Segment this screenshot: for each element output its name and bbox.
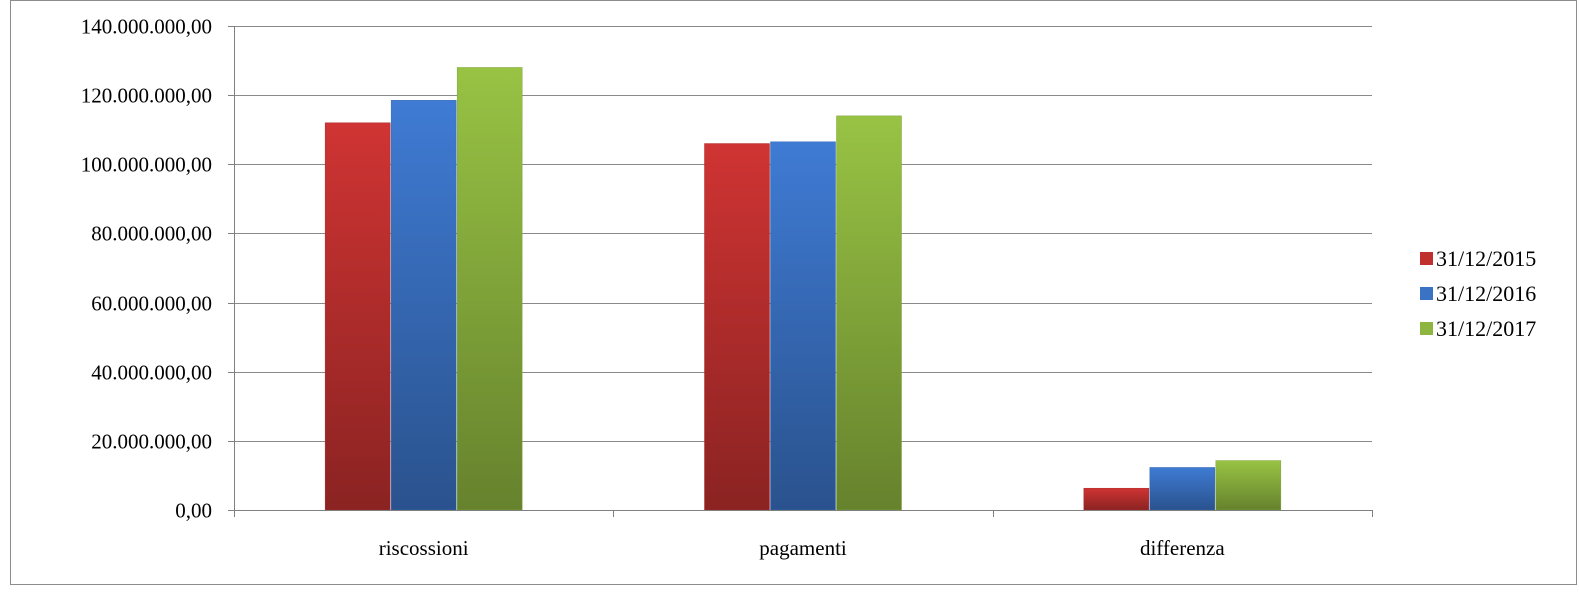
- bar-differenza-31-12-2016: [1149, 467, 1216, 511]
- y-tick-label: 0,00: [175, 499, 212, 523]
- bar-riscossioni-31-12-2017: [456, 67, 523, 511]
- bar-pagamenti-31-12-2016: [770, 141, 836, 511]
- bar-differenza-31-12-2017: [1215, 460, 1282, 511]
- legend-swatch: [1420, 287, 1433, 300]
- y-tick-label: 80.000.000,00: [91, 222, 212, 246]
- y-tick-label: 20.000.000,00: [91, 430, 212, 454]
- x-category-label: riscossioni: [379, 536, 469, 560]
- bar-riscossioni-31-12-2015: [324, 122, 391, 511]
- legend-swatch: [1420, 322, 1433, 335]
- x-category-labels: riscossioni pagamenti differenza: [379, 536, 1226, 560]
- legend-label: 31/12/2015: [1436, 246, 1536, 271]
- legend-label: 31/12/2017: [1436, 316, 1536, 341]
- y-tick-label: 140.000.000,00: [81, 15, 212, 39]
- bar-riscossioni-31-12-2016: [390, 100, 457, 511]
- bar-differenza-31-12-2015: [1083, 487, 1150, 511]
- x-category-label: differenza: [1140, 536, 1225, 560]
- bars: [324, 67, 1282, 511]
- y-tick-label: 60.000.000,00: [91, 292, 212, 316]
- legend-label: 31/12/2016: [1436, 281, 1536, 306]
- y-tick-labels: 0,00 20.000.000,00 40.000.000,00 60.000.000…: [81, 15, 212, 523]
- bar-pagamenti-31-12-2015: [704, 143, 770, 511]
- legend-swatch: [1420, 252, 1433, 265]
- legend: 31/12/2015 31/12/2016 31/12/2017: [1420, 246, 1536, 341]
- x-category-label: pagamenti: [759, 536, 847, 560]
- y-tick-label: 100.000.000,00: [81, 153, 212, 177]
- axes: [228, 26, 1373, 517]
- y-tick-label: 40.000.000,00: [91, 361, 212, 385]
- y-tick-label: 120.000.000,00: [81, 84, 212, 108]
- bar-pagamenti-31-12-2017: [836, 115, 902, 511]
